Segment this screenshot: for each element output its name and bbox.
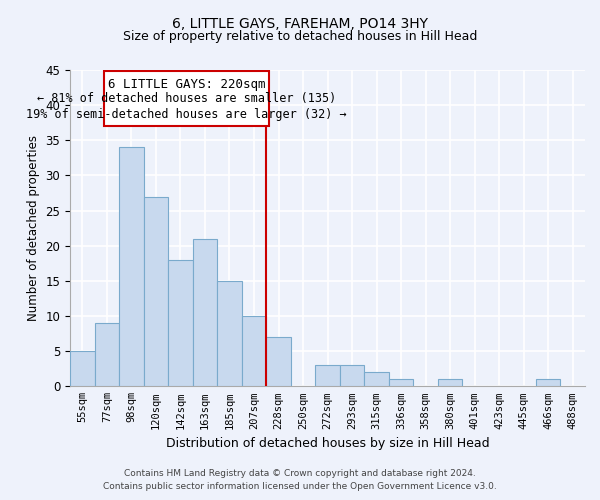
Bar — [119, 148, 143, 386]
Y-axis label: Number of detached properties: Number of detached properties — [27, 135, 40, 321]
Bar — [242, 316, 266, 386]
Bar — [364, 372, 389, 386]
Bar — [193, 238, 217, 386]
Bar — [143, 196, 168, 386]
Bar — [536, 380, 560, 386]
Text: 6 LITTLE GAYS: 220sqm: 6 LITTLE GAYS: 220sqm — [108, 78, 265, 92]
Text: Contains HM Land Registry data © Crown copyright and database right 2024.
Contai: Contains HM Land Registry data © Crown c… — [103, 470, 497, 491]
Bar — [438, 380, 463, 386]
Bar — [266, 337, 291, 386]
Bar — [70, 351, 95, 386]
Text: Size of property relative to detached houses in Hill Head: Size of property relative to detached ho… — [123, 30, 477, 43]
Bar — [316, 365, 340, 386]
Bar — [168, 260, 193, 386]
Bar — [389, 380, 413, 386]
Text: 19% of semi-detached houses are larger (32) →: 19% of semi-detached houses are larger (… — [26, 108, 347, 121]
X-axis label: Distribution of detached houses by size in Hill Head: Distribution of detached houses by size … — [166, 437, 490, 450]
Bar — [340, 365, 364, 386]
Text: 6, LITTLE GAYS, FAREHAM, PO14 3HY: 6, LITTLE GAYS, FAREHAM, PO14 3HY — [172, 18, 428, 32]
FancyBboxPatch shape — [104, 72, 269, 126]
Text: ← 81% of detached houses are smaller (135): ← 81% of detached houses are smaller (13… — [37, 92, 336, 106]
Bar — [95, 323, 119, 386]
Bar — [217, 281, 242, 386]
